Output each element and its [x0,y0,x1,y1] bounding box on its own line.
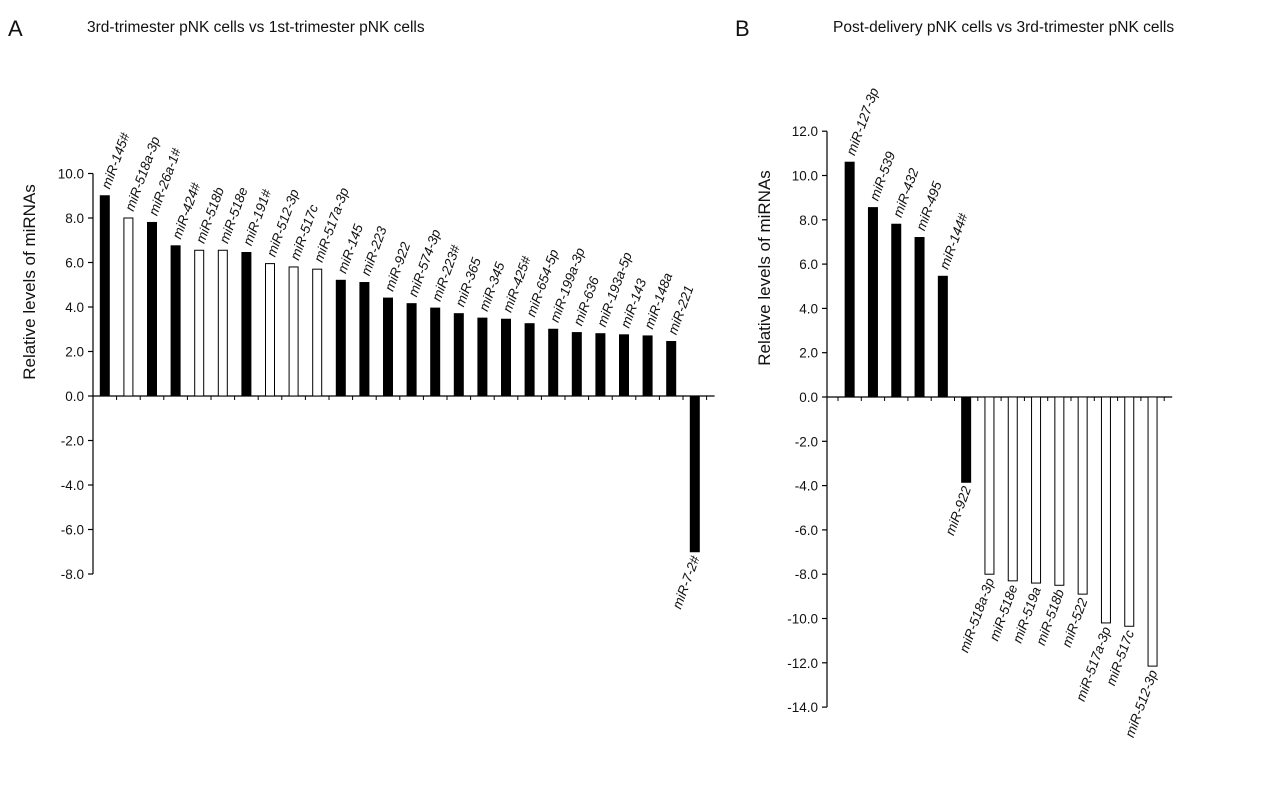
panel-b-bar [891,223,902,398]
panel-a-y-tick-label: -8.0 [61,567,84,582]
panel-b-plot: 12.0 10.0 8.0 6.0 4.0 2.0 0.0 -2.0 -4.0 -6.0 -8.0 -… [787,85,1173,740]
panel-a-bar [265,263,275,397]
panel-b-y-axis-label: Relative levels of miRNAs [755,170,774,366]
panel-a-bar [288,266,299,397]
panel-b-y-tick-label: -12.0 [787,656,818,671]
panel-a-bar [477,317,488,397]
panel-a-bar [595,333,606,397]
panel-a-bar-label: miR-145# [99,130,133,191]
panel-b-y-tick-label: -4.0 [795,479,818,494]
panel-b-y-tick-label: 12.0 [792,124,818,139]
panel-b-bar [984,396,995,575]
panel-a-bar [430,307,441,397]
panel-b-bar [1100,396,1111,624]
panel-b-y-tick-label: 10.0 [792,169,818,184]
panel-a-y-tick-label: 10.0 [58,167,84,182]
panel-a-y-tick-label: -4.0 [61,478,84,493]
panel-a-bar [312,268,323,397]
panel-a-bar [241,251,252,397]
panel-a-bar [689,395,700,553]
panel-b-y-tick-label: 2.0 [799,346,818,361]
panel-b-bar [1147,396,1158,667]
panel-b-bar [1007,396,1018,582]
panel-b-y-tick-label: -2.0 [795,434,818,449]
panel-b-bar-label: miR-518a-3p [956,576,997,655]
panel-b-bar-label: miR-512-3p [1122,668,1160,740]
panel-b-bar [867,207,878,398]
panel-a-bar [147,221,157,397]
panel-a-bar [571,332,582,397]
panel-b-bar-label: miR-922 [942,484,974,538]
panel-b-y-tick-label: -14.0 [787,700,818,715]
panel-a-bar-label: miR-7-2# [670,553,703,611]
panel-a-bar [194,249,205,397]
panel-b-bar [844,161,855,398]
panel-b-bar [914,237,925,398]
panel-a-bar [524,323,535,397]
panel-a-plot: 10.0 8.0 6.0 4.0 2.0 0.0 -2.0 -4.0 -6.0 -8.0 miR-1… [58,130,715,611]
panel-b-y-tick-label: 6.0 [799,257,818,272]
panel-a-bar [170,245,181,397]
panel-a-bar [453,313,464,397]
panel-a-letter: A [8,16,23,41]
panel-a-bar [666,340,677,397]
panel-b-y-tick-label: 8.0 [799,213,818,228]
panel-a-y-tick-label: -2.0 [61,434,84,449]
panel-a-bar [406,303,417,397]
panel-b-y-tick-label: -8.0 [795,567,818,582]
panel-b-y-tick-label: -10.0 [787,612,818,627]
panel-a-bar [642,335,653,397]
panel-b-bar-label: miR-432 [890,166,922,220]
panel-b-bar-label: miR-127-3p [843,85,881,157]
panel-a-y-tick-label: 8.0 [65,211,84,226]
panel-a-y-axis-label: Relative levels of miRNAs [20,184,39,380]
panel-a-title: 3rd-trimester pNK cells vs 1st-trimester… [87,19,425,36]
panel-a-bar [619,334,629,397]
panel-a-y-tick-label: 6.0 [65,256,84,271]
panel-b-y-tick-label: -6.0 [795,523,818,538]
panel-b-bar-label: miR-495 [913,179,945,233]
panel-b-bar [1031,396,1042,584]
panel-b-bar [1124,396,1135,627]
panel-a-bar [359,282,370,397]
panel-a-y-tick-label: 2.0 [65,345,84,360]
panel-a-bar [335,279,346,397]
panel-b-bar-label: miR-144# [937,211,971,272]
panel-a-y-tick-label: -6.0 [61,523,84,538]
panel-b-bar [1077,396,1088,595]
panel-b-bar [961,396,972,483]
panel-b-bar [937,275,948,398]
panel-b-bar-label: miR-517a-3p [1073,624,1114,703]
panel-a-bar [123,217,134,397]
panel-b-bar [1054,396,1065,586]
panel-a-bar [548,328,559,397]
panel-a-y-tick-label: 0.0 [65,389,84,404]
panel-b-y-tick-label: 4.0 [799,301,818,316]
panel-a-bar [383,297,393,397]
panel-b-bar-label: miR-539 [867,149,899,203]
panel-a-bar [99,195,110,397]
panel-b-letter: B [735,16,750,41]
panel-a-bar [501,318,511,397]
panel-b-title: Post-delivery pNK cells vs 3rd-trimester… [833,19,1174,36]
panel-b-bar-label: miR-522 [1059,596,1091,650]
panel-b-y-tick-label: 0.0 [799,390,818,405]
panel-a-bar [217,249,228,397]
panel-a-y-tick-label: 4.0 [65,300,84,315]
